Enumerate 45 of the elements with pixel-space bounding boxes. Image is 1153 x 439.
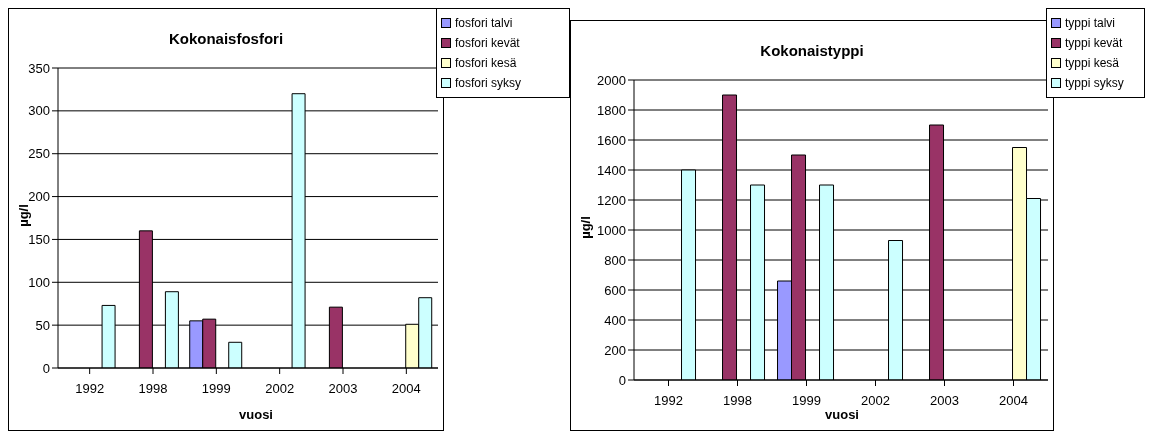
y-tick-label: 0: [618, 372, 626, 388]
y-tick-label: 100: [28, 274, 50, 290]
x-axis-title: vuosi: [238, 407, 274, 422]
chart-title: Kokonaistyppi: [759, 42, 865, 59]
legend-label: fosfori syksy: [455, 75, 522, 92]
y-tick-label: 800: [604, 252, 626, 268]
x-tick-label: 2003: [930, 393, 959, 409]
y-tick-label: 1800: [597, 102, 626, 118]
legend-label: typpi kevät: [1065, 35, 1123, 52]
y-tick-label: 1600: [597, 132, 626, 148]
legend-label: fosfori kesä: [455, 55, 517, 72]
x-tick-label: 1998: [723, 393, 752, 409]
y-tick-label: 1000: [597, 222, 626, 238]
y-tick-label: 200: [604, 342, 626, 358]
x-tick-label: 1999: [201, 381, 231, 397]
y-tick-label: 400: [604, 312, 626, 328]
y-tick-label: 1200: [597, 192, 626, 208]
x-tick-label: 2004: [391, 381, 421, 397]
y-tick-label: 600: [604, 282, 626, 298]
legend-label: typpi kesä: [1065, 55, 1120, 72]
y-tick-label: 50: [35, 317, 50, 333]
x-tick-label: 2004: [999, 393, 1028, 409]
y-tick-label: 2000: [597, 72, 626, 88]
x-tick-label: 1992: [75, 381, 105, 397]
y-axis-title: µg/l: [15, 204, 31, 227]
x-tick-label: 2002: [861, 393, 890, 409]
x-axis-title: vuosi: [824, 407, 860, 422]
legend-label: fosfori talvi: [455, 15, 513, 32]
y-tick-label: 0: [42, 360, 50, 376]
legend-label: fosfori kevät: [455, 35, 520, 52]
y-tick-label: 200: [28, 189, 50, 205]
y-tick-label: 300: [28, 103, 50, 119]
y-tick-label: 1400: [597, 162, 626, 178]
y-tick-label: 250: [28, 146, 50, 162]
legend-label: typpi talvi: [1065, 15, 1116, 32]
x-tick-label: 2003: [328, 381, 358, 397]
x-tick-label: 1998: [138, 381, 168, 397]
x-tick-label: 1999: [792, 393, 821, 409]
x-tick-label: 1992: [654, 393, 683, 409]
y-axis-title: µg/l: [577, 216, 593, 239]
x-tick-label: 2002: [265, 381, 295, 397]
chart-title: Kokonaisfosfori: [167, 30, 285, 47]
y-tick-label: 150: [28, 232, 50, 248]
y-tick-label: 350: [28, 60, 50, 76]
legend-label: typpi syksy: [1065, 75, 1124, 92]
